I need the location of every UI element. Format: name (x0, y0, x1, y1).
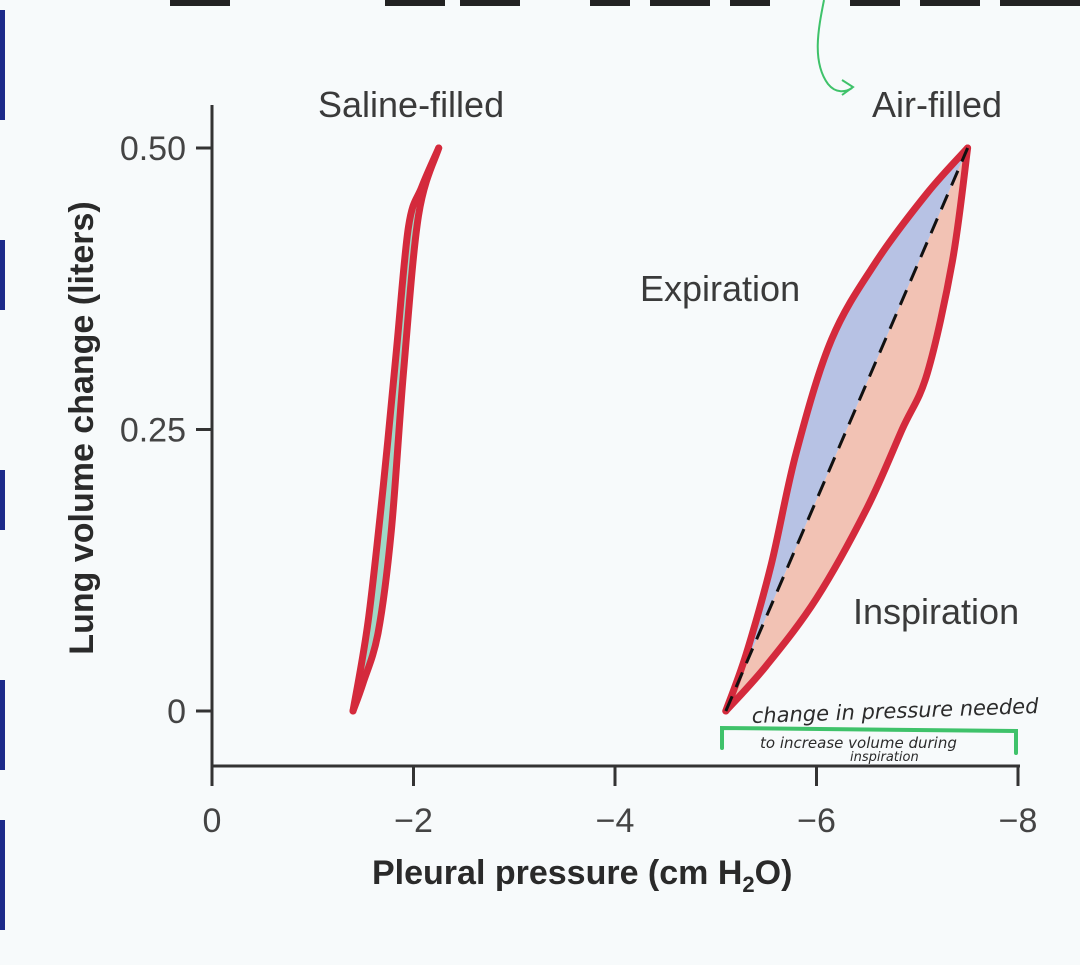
annotation-line-1: change in pressure needed (751, 694, 1039, 728)
inspiration-label: Inspiration (853, 591, 1019, 632)
saline-inspiration-curve (349, 144, 443, 715)
x-tick-label: 0 (203, 802, 222, 840)
left-edge-mark (0, 820, 5, 930)
air-expiration-curve (722, 144, 972, 715)
x-tick-label: −8 (999, 802, 1038, 840)
expiration-label: Expiration (640, 268, 800, 309)
annotation-line-3: inspiration (850, 750, 919, 765)
loop-strokes (349, 144, 972, 715)
left-edge-mark (0, 680, 5, 770)
x-tick-label: −6 (797, 802, 836, 840)
left-edge-mark (0, 240, 5, 310)
air-inspiration-curve (722, 144, 972, 715)
annotation-arrow (816, 0, 853, 93)
y-tick-label: 0.50 (120, 130, 186, 168)
x-axis-title-main: Pleural pressure (cm H (372, 854, 742, 892)
x-axis-title: Pleural pressure (cm H2O) (372, 854, 792, 897)
top-edge-marks (170, 0, 1080, 6)
annotation-arrow-head (841, 79, 855, 96)
expiration-area-fill (725, 148, 968, 711)
x-axis-title-end: O) (755, 854, 793, 892)
x-axis-ticks: 0 −2 −4 −6 −8 (203, 766, 1038, 840)
x-axis-title-subscript: 2 (742, 872, 754, 897)
air-label: Air-filled (872, 84, 1002, 125)
y-tick-label: 0 (167, 693, 186, 731)
annotation-line-2: to increase volume during (760, 734, 957, 752)
y-axis-ticks: 0 0.25 0.50 (120, 130, 212, 731)
saline-label: Saline-filled (318, 84, 504, 125)
left-edge-mark (0, 470, 5, 530)
y-axis-title: Lung volume change (liters) (63, 201, 101, 654)
x-tick-label: −2 (394, 802, 433, 840)
annotation-bracket (720, 725, 1018, 755)
saline-expiration-curve (349, 144, 443, 715)
left-edge-mark (0, 10, 5, 120)
y-tick-label: 0.25 (120, 412, 186, 450)
x-tick-label: −4 (596, 802, 635, 840)
